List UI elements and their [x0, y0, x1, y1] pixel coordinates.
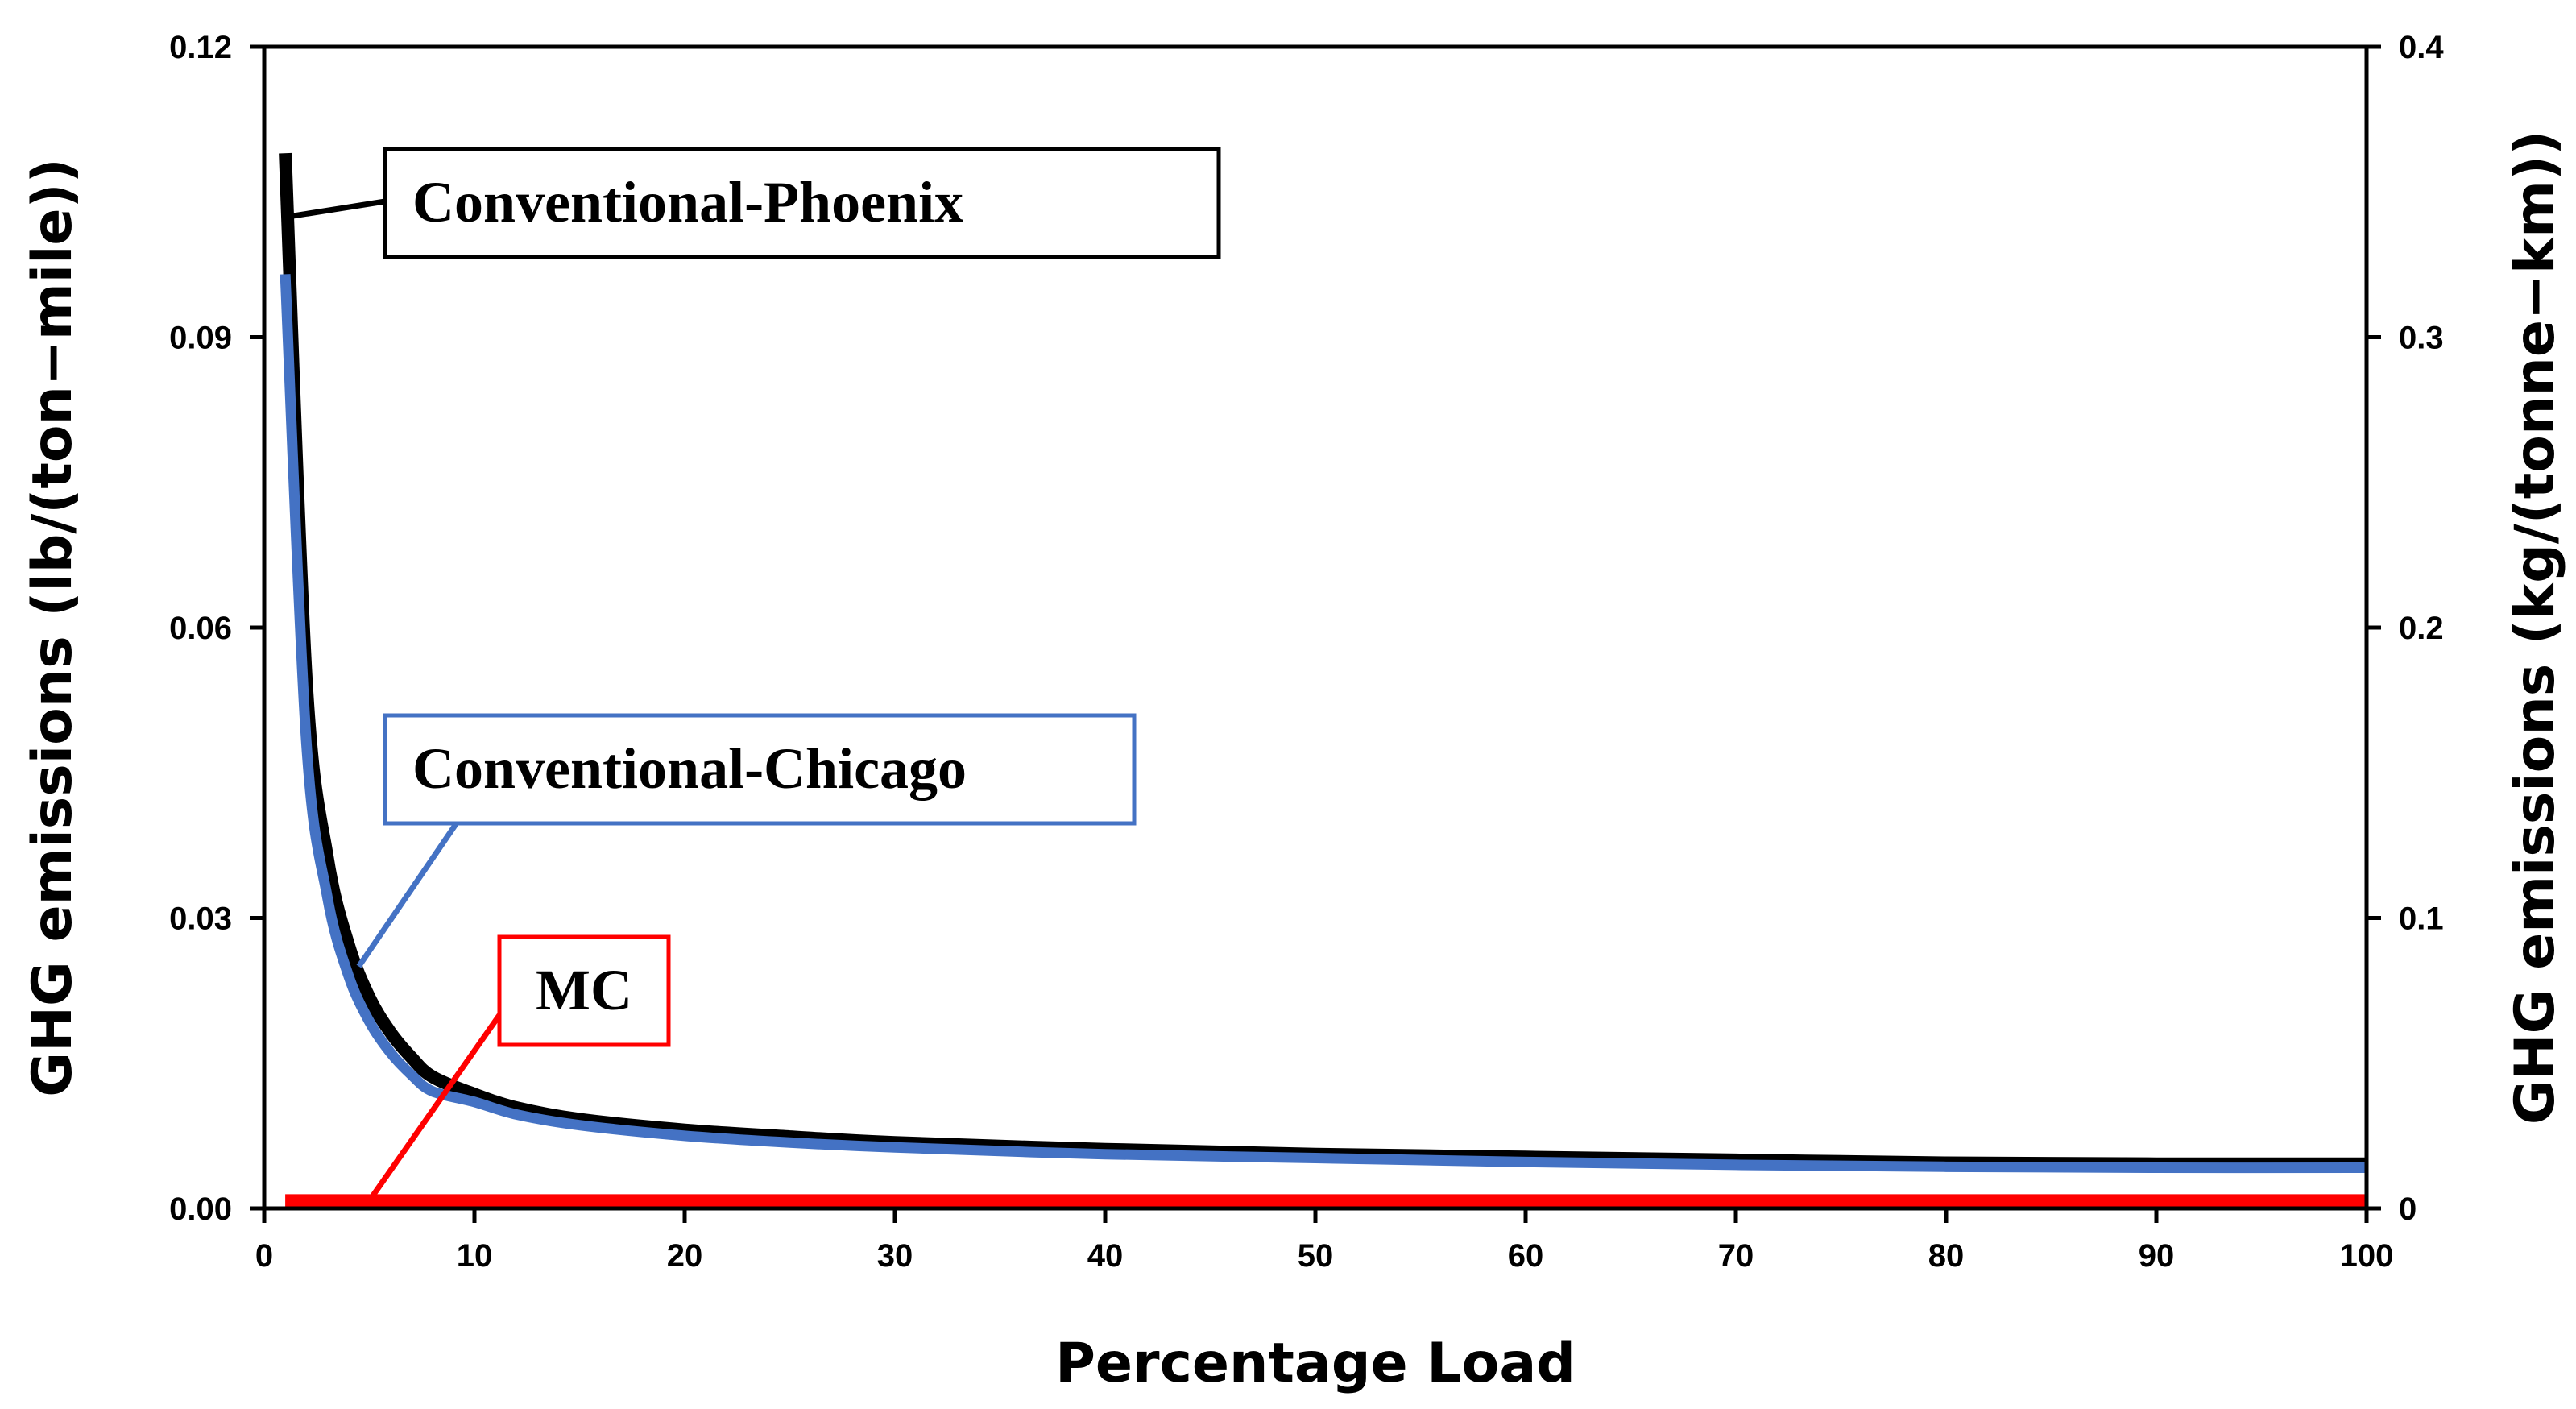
- y-right-tick-label: 0.1: [2399, 901, 2444, 937]
- series-layer: [279, 152, 2367, 1208]
- x-tick-label: 50: [1298, 1238, 1334, 1274]
- callout-layer: Conventional-Phoenix Conventional-Chicag…: [291, 147, 1221, 1203]
- x-tick-label: 10: [457, 1238, 493, 1274]
- y-left-tick-label: 0.12: [169, 30, 232, 65]
- x-tick-label: 70: [1718, 1238, 1754, 1274]
- y-left-tick-label: 0.09: [169, 321, 232, 356]
- y-axis-right-title: GHG emissions (kg/(tonne−km)): [2504, 131, 2567, 1125]
- callout-chicago-leader-line: [356, 820, 460, 968]
- y-right-tick-label: 0.2: [2399, 611, 2444, 646]
- y-right-tick-label: 0.3: [2399, 321, 2444, 356]
- y-left-tick-label: 0.03: [169, 901, 232, 937]
- x-tick-label: 80: [1928, 1238, 1965, 1274]
- y-axis-left-ticks: 0.00 0.03 0.06 0.09 0.12: [169, 30, 264, 1227]
- x-tick-label: 60: [1508, 1238, 1544, 1274]
- callout-chicago-box: [383, 713, 1137, 826]
- callout-conventional-chicago: Conventional-Chicago: [356, 713, 1137, 968]
- y-axis-left-title: GHG emissions (lb/(ton−mile)): [21, 158, 85, 1096]
- series-line-conventional-chicago: [280, 274, 2367, 1174]
- callout-mc-label: MC: [536, 958, 632, 1022]
- x-tick-label: 90: [2139, 1238, 2175, 1274]
- x-tick-label: 20: [667, 1238, 703, 1274]
- x-tick-label: 0: [255, 1238, 273, 1274]
- callout-mc-leader-line: [367, 1013, 502, 1203]
- callout-phoenix-box: [383, 147, 1221, 259]
- y-axis-right-ticks: 0 0.1 0.2 0.3 0.4: [2367, 30, 2444, 1227]
- callout-phoenix-label: Conventional-Phoenix: [412, 170, 963, 234]
- y-left-tick-label: 0.06: [169, 611, 232, 646]
- y-right-tick-label: 0: [2399, 1191, 2417, 1227]
- callout-phoenix-leader-line: [291, 198, 386, 219]
- callout-mc-box: [497, 934, 671, 1047]
- x-axis-title: Percentage Load: [1055, 1332, 1576, 1395]
- callout-conventional-phoenix: Conventional-Phoenix: [291, 147, 1221, 259]
- x-axis-ticks: 0 10 20 30 40 50 60 70 80 90 100: [255, 1208, 2394, 1274]
- x-tick-label: 30: [877, 1238, 913, 1274]
- x-tick-label: 100: [2340, 1238, 2394, 1274]
- y-left-tick-label: 0.00: [169, 1191, 232, 1227]
- callout-mc: MC: [367, 934, 671, 1203]
- y-right-tick-label: 0.4: [2399, 30, 2444, 65]
- callout-chicago-label: Conventional-Chicago: [412, 736, 967, 801]
- x-tick-label: 40: [1087, 1238, 1124, 1274]
